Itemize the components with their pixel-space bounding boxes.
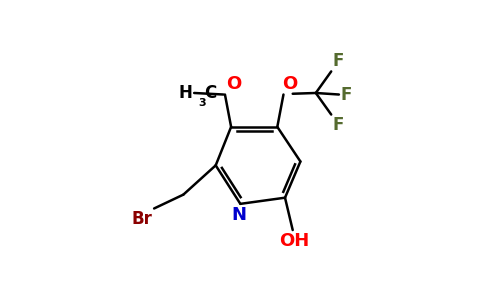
Text: OH: OH (279, 232, 309, 250)
Text: O: O (227, 75, 242, 93)
Text: 3: 3 (199, 98, 206, 108)
Text: Br: Br (132, 210, 152, 228)
Text: F: F (333, 116, 344, 134)
Text: C: C (204, 84, 216, 102)
Text: N: N (231, 206, 246, 224)
Text: F: F (333, 52, 344, 70)
Text: O: O (282, 75, 297, 93)
Text: F: F (340, 85, 352, 103)
Text: H: H (179, 84, 193, 102)
